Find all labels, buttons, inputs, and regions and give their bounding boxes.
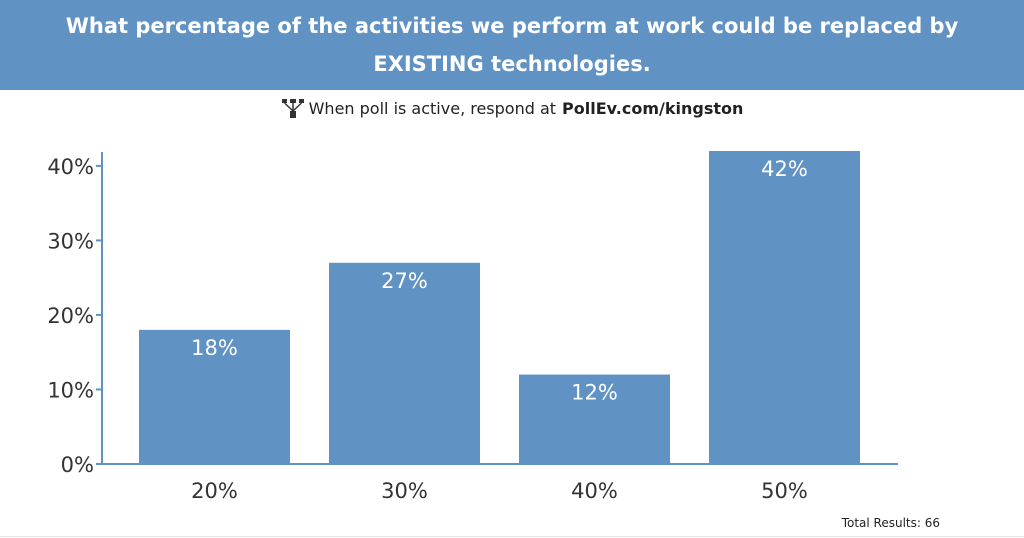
title-bar: What percentage of the activities we per…	[0, 0, 1024, 90]
bar-chart: 0% 10% 20% 30% 40% 18% 20% 27% 30% 12% 40% 42% 50%	[47, 151, 898, 503]
bar-50pct	[709, 151, 860, 464]
bar-data-label: 27%	[381, 269, 428, 293]
y-tick-label: 10%	[47, 378, 94, 402]
x-category-label: 40%	[571, 479, 618, 503]
y-tick-label: 0%	[61, 453, 94, 477]
poll-icon	[281, 97, 305, 119]
x-category-label: 30%	[381, 479, 428, 503]
respond-url: PollEv.com/kingston	[562, 98, 744, 118]
bar-data-label: 42%	[761, 157, 808, 181]
bar-30pct	[329, 262, 480, 464]
total-results: Total Results: 66	[841, 516, 940, 530]
bottom-divider	[0, 536, 1024, 537]
bar-20pct	[139, 329, 290, 464]
y-tick-label: 30%	[47, 229, 94, 253]
x-category-label: 50%	[761, 479, 808, 503]
bar-40pct	[519, 374, 670, 464]
y-tick-label: 40%	[47, 155, 94, 179]
bar-data-label: 12%	[571, 381, 618, 405]
x-category-label: 20%	[191, 479, 238, 503]
bar-data-label: 18%	[191, 336, 238, 360]
respond-instructions: When poll is active, respond at PollEv.c…	[0, 95, 1024, 121]
y-tick-label: 20%	[47, 304, 94, 328]
poll-question-title: What percentage of the activities we per…	[65, 14, 959, 76]
respond-prefix: When poll is active, respond at	[308, 98, 557, 118]
